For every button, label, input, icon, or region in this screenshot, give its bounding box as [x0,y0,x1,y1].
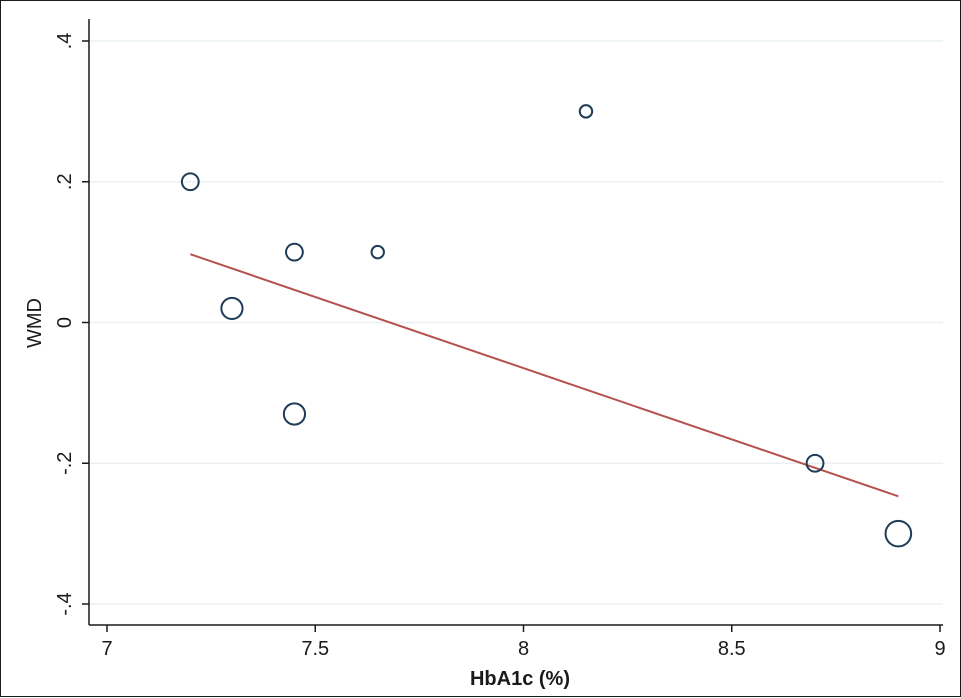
y-axis-title: WMD [24,298,46,348]
data-point [180,172,200,192]
x-tick-label: 7.5 [301,638,329,660]
x-tick-label: 8 [518,638,529,660]
data-point [220,296,244,321]
y-tick-label: .4 [54,33,76,50]
tick-labels: -.4 -.2 0 .2 .4 7 7.5 8 8.5 9 [54,33,946,660]
data-point [370,244,385,260]
y-tick-label: .2 [54,173,76,190]
x-axis-title: HbA1c (%) [470,668,570,690]
x-tick-label: 8.5 [718,638,746,660]
y-tick-label: 0 [54,317,76,328]
x-tick-label: 7 [101,638,112,660]
fit-line-group [189,253,899,498]
data-point [805,453,825,473]
y-tick-label: -.4 [54,592,76,615]
data-point [282,402,307,426]
data-point [884,519,913,548]
y-tick-label: -.2 [54,452,76,475]
x-tick-label: 9 [934,638,945,660]
data-points [180,104,913,548]
data-point [578,104,594,119]
fit-line [189,253,899,498]
grid-lines [89,40,943,605]
data-point [285,242,304,262]
axes [82,19,943,632]
